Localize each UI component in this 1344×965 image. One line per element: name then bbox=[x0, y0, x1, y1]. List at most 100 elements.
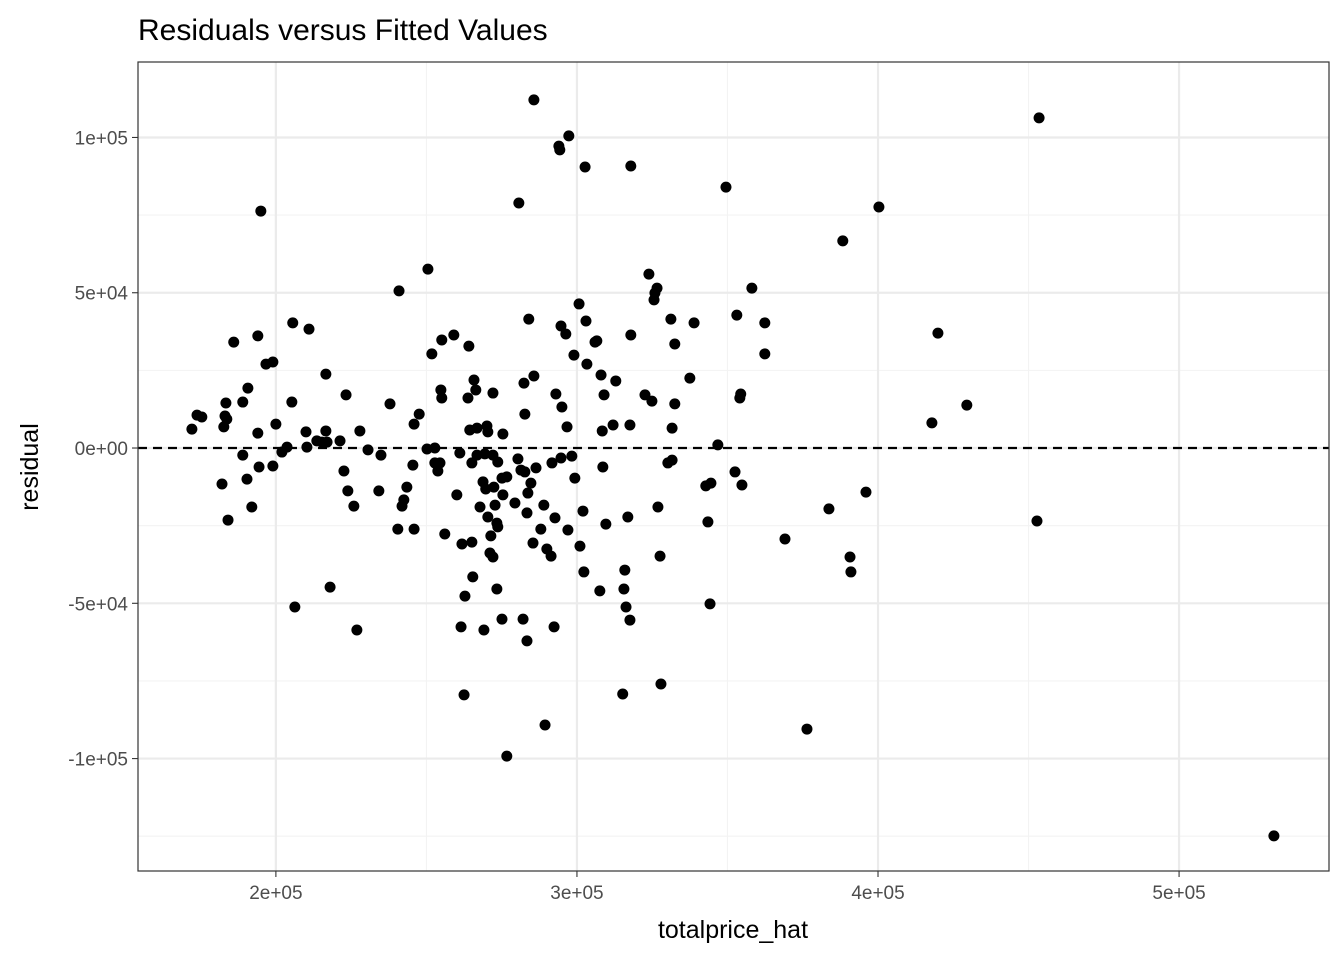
data-point bbox=[426, 348, 438, 360]
data-point bbox=[546, 457, 558, 469]
data-point bbox=[497, 428, 509, 440]
data-point bbox=[501, 471, 513, 483]
data-point bbox=[643, 268, 655, 280]
y-tick-label: -5e+04 bbox=[68, 594, 128, 615]
data-point bbox=[289, 601, 301, 613]
data-point bbox=[408, 418, 420, 430]
x-axis-ticks: 2e+05 3e+05 4e+05 5e+05 bbox=[249, 871, 1206, 904]
data-point bbox=[252, 427, 264, 439]
data-point bbox=[581, 358, 593, 370]
data-point bbox=[860, 486, 872, 498]
data-point bbox=[462, 392, 474, 404]
data-point bbox=[491, 583, 503, 595]
data-point bbox=[222, 514, 234, 526]
data-point bbox=[519, 466, 531, 478]
data-point bbox=[610, 375, 622, 387]
data-point bbox=[220, 397, 232, 409]
data-point bbox=[482, 511, 494, 523]
data-point bbox=[300, 426, 312, 438]
data-point bbox=[351, 624, 363, 636]
data-point bbox=[320, 368, 332, 380]
x-tick-label: 4e+05 bbox=[851, 883, 904, 904]
data-point bbox=[591, 335, 603, 347]
y-axis-ticks: 1e+05 5e+04 0e+00 -5e+04 -1e+05 bbox=[68, 128, 138, 771]
data-point bbox=[487, 387, 499, 399]
data-point bbox=[485, 530, 497, 542]
data-point bbox=[607, 419, 619, 431]
data-point bbox=[873, 201, 885, 213]
data-point bbox=[579, 161, 591, 173]
data-point bbox=[1031, 515, 1043, 527]
x-tick-label: 2e+05 bbox=[249, 883, 302, 904]
data-point bbox=[624, 419, 636, 431]
data-point bbox=[560, 328, 572, 340]
data-point bbox=[509, 497, 521, 509]
data-point bbox=[556, 401, 568, 413]
data-point bbox=[530, 462, 542, 474]
data-point bbox=[625, 329, 637, 341]
data-point bbox=[577, 505, 589, 517]
data-point bbox=[348, 500, 360, 512]
data-point bbox=[422, 263, 434, 275]
data-point bbox=[496, 613, 508, 625]
data-point bbox=[468, 374, 480, 386]
data-point bbox=[625, 160, 637, 172]
data-point bbox=[252, 330, 264, 342]
data-point bbox=[436, 334, 448, 346]
data-point bbox=[267, 460, 279, 472]
data-point bbox=[338, 465, 350, 477]
data-point bbox=[561, 421, 573, 433]
data-point bbox=[538, 499, 550, 511]
data-point bbox=[398, 494, 410, 506]
data-point bbox=[845, 566, 857, 578]
data-point bbox=[270, 418, 282, 430]
data-point bbox=[216, 478, 228, 490]
data-point bbox=[455, 621, 467, 633]
data-point bbox=[654, 550, 666, 562]
data-point bbox=[562, 524, 574, 536]
data-point bbox=[518, 377, 530, 389]
data-point bbox=[731, 309, 743, 321]
data-point bbox=[407, 459, 419, 471]
data-point bbox=[463, 340, 475, 352]
data-point bbox=[375, 449, 387, 461]
data-point bbox=[736, 479, 748, 491]
data-point bbox=[362, 444, 374, 456]
data-point bbox=[1268, 830, 1280, 842]
data-point bbox=[620, 601, 632, 613]
data-point bbox=[932, 327, 944, 339]
data-point bbox=[779, 533, 791, 545]
data-point bbox=[408, 523, 420, 535]
data-point bbox=[759, 348, 771, 360]
data-point bbox=[497, 489, 509, 501]
y-tick-label: 0e+00 bbox=[75, 439, 128, 460]
data-point bbox=[479, 448, 491, 460]
data-point bbox=[519, 408, 531, 420]
data-point bbox=[666, 454, 678, 466]
data-point bbox=[354, 425, 366, 437]
data-point bbox=[759, 317, 771, 329]
data-point bbox=[669, 338, 681, 350]
data-point bbox=[255, 205, 267, 217]
data-point bbox=[844, 551, 856, 563]
x-axis-label: totalprice_hat bbox=[658, 916, 808, 944]
data-point bbox=[594, 585, 606, 597]
data-point bbox=[303, 323, 315, 335]
data-point bbox=[478, 624, 490, 636]
data-point bbox=[237, 449, 249, 461]
data-point bbox=[435, 384, 447, 396]
data-point bbox=[482, 426, 494, 438]
data-point bbox=[555, 320, 567, 332]
data-point bbox=[466, 457, 478, 469]
data-point bbox=[393, 285, 405, 297]
data-point bbox=[569, 472, 581, 484]
data-point bbox=[720, 181, 732, 193]
data-point bbox=[646, 395, 658, 407]
y-tick-label: 5e+04 bbox=[75, 284, 129, 305]
data-point bbox=[253, 461, 265, 473]
data-point bbox=[926, 417, 938, 429]
data-point bbox=[241, 473, 253, 485]
data-point bbox=[746, 282, 758, 294]
data-point bbox=[228, 336, 240, 348]
